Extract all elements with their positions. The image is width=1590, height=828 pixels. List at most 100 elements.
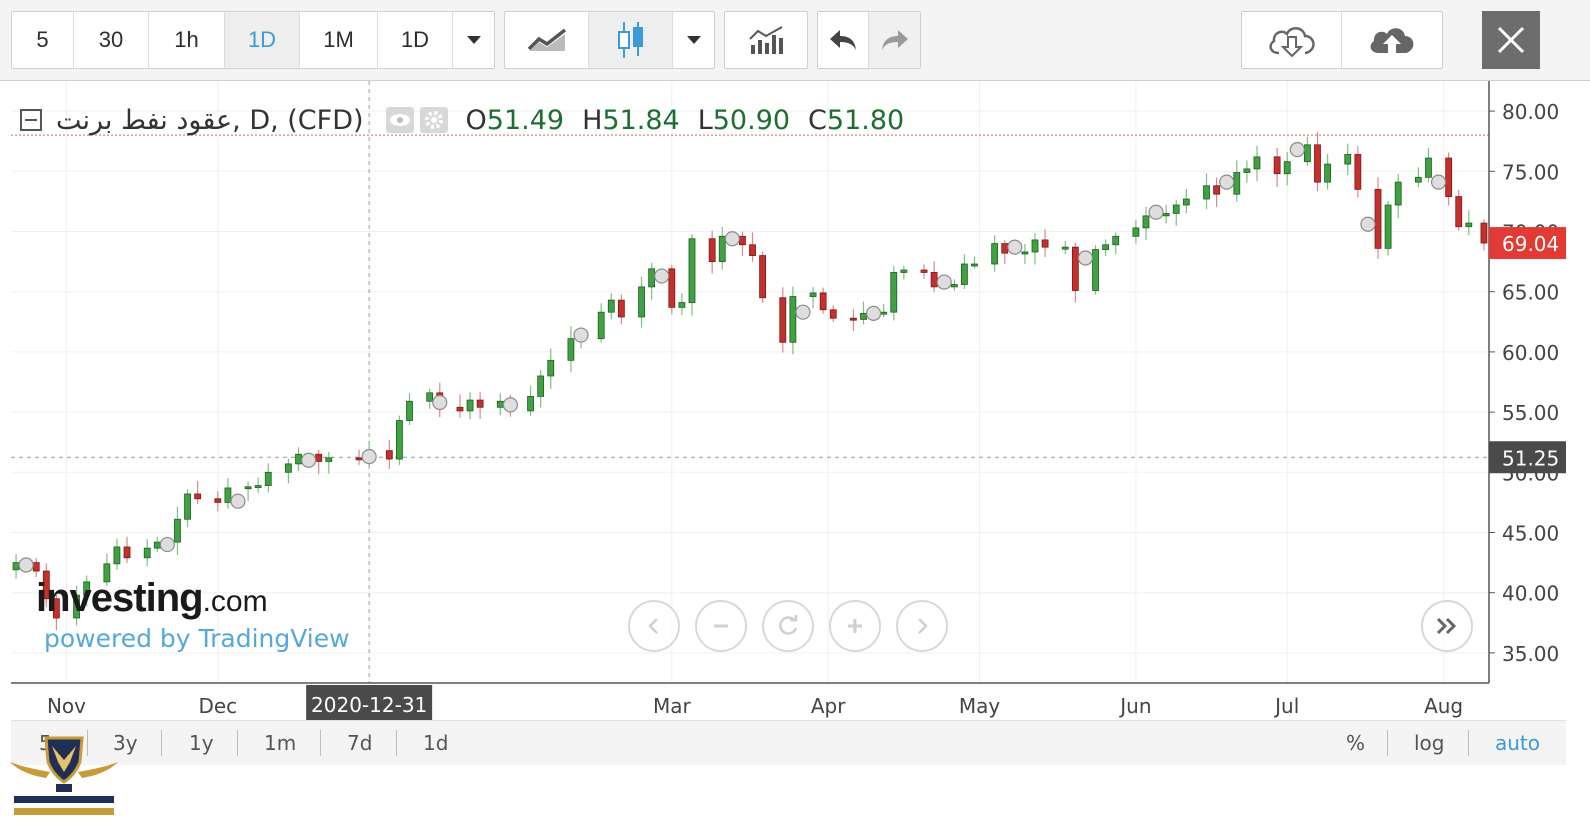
candle-body <box>688 238 696 303</box>
candle-body <box>12 562 20 571</box>
event-marker <box>18 557 34 573</box>
save-chart-button[interactable] <box>1342 12 1442 68</box>
range-1y-button[interactable]: 1y <box>189 731 214 755</box>
candle-body <box>991 243 999 265</box>
candle-body <box>1071 246 1079 291</box>
percent-scale-button[interactable]: % <box>1346 731 1366 755</box>
candle-body <box>496 400 504 408</box>
candle-body <box>950 284 958 288</box>
interval-dropdown-button[interactable] <box>453 12 494 68</box>
candle-body <box>456 406 464 412</box>
time-tick-label: Aug <box>1424 694 1463 718</box>
candle-body <box>607 299 615 313</box>
interval-1m-button[interactable]: 1M <box>300 12 378 68</box>
candle-body <box>385 450 393 460</box>
candle-body <box>1465 222 1473 228</box>
eye-icon[interactable] <box>385 107 414 133</box>
range-1m-button[interactable]: 1m <box>264 731 297 755</box>
crosshair-price-badge <box>1489 441 1566 474</box>
auto-scale-button[interactable]: auto <box>1495 731 1541 755</box>
candle-body <box>1283 161 1291 175</box>
interval-1d-button[interactable]: 1D <box>225 12 300 68</box>
candle-body <box>829 309 837 319</box>
load-chart-button[interactable] <box>1242 12 1342 68</box>
candle-body <box>1172 204 1180 214</box>
watermark-suffix: .com <box>202 585 268 618</box>
price-axis-background <box>1489 81 1566 721</box>
line-chart-button[interactable] <box>505 12 589 68</box>
low-value: 50.90 <box>712 104 791 136</box>
event-marker <box>1077 250 1094 266</box>
candle-body <box>32 562 40 572</box>
candle-body <box>1061 246 1069 250</box>
reset-zoom-button[interactable] <box>762 600 814 652</box>
candlestick-button[interactable] <box>589 12 673 68</box>
log-scale-button[interactable]: log <box>1414 731 1445 755</box>
chart-type-dropdown-button[interactable] <box>673 12 714 68</box>
range-3y-button[interactable]: 3y <box>113 731 138 755</box>
candle-body <box>1243 168 1251 173</box>
candle-body <box>466 399 474 412</box>
candle-body <box>1162 213 1170 217</box>
candle-body <box>779 297 787 343</box>
zoom-in-button[interactable] <box>829 600 881 652</box>
candle-body <box>83 581 91 596</box>
range-7d-button[interactable]: 7d <box>347 731 373 755</box>
last-price-badge <box>1489 227 1566 260</box>
chevron-down-icon <box>686 36 701 44</box>
scroll-left-button[interactable] <box>628 600 680 652</box>
interval-1d-alt-button[interactable]: 1D <box>378 12 453 68</box>
close-button[interactable] <box>1482 11 1540 69</box>
cloud-download-icon <box>1268 27 1315 57</box>
candle-body <box>325 457 333 462</box>
scroll-right-button[interactable] <box>896 600 948 652</box>
candle-body <box>42 570 50 600</box>
candle-body <box>617 299 625 318</box>
candle-body <box>153 541 161 549</box>
powered-by-tradingview[interactable]: powered by TradingView <box>44 624 350 653</box>
zoom-out-button[interactable] <box>695 600 747 652</box>
candle-body <box>73 594 80 619</box>
price-tick-label: 45.00 <box>1502 522 1559 546</box>
candle-body <box>850 317 857 321</box>
candle-body <box>1253 156 1261 170</box>
dropdown-arrow-icon <box>466 36 481 44</box>
symbol-title: عقود نفط برنت, D, (CFD) <box>56 104 364 136</box>
range-bar: 5 3y 1y 1m 7d 1d % log auto <box>11 720 1566 765</box>
event-marker <box>936 274 952 290</box>
gear-icon[interactable] <box>419 107 448 133</box>
time-tick-label: Jun <box>1118 694 1151 718</box>
indicators-button[interactable] <box>725 12 807 68</box>
event-marker <box>1289 142 1305 158</box>
interval-1h-button[interactable]: 1h <box>149 12 225 68</box>
candle-body <box>1041 239 1049 248</box>
redo-button[interactable] <box>869 12 920 68</box>
candle-body <box>537 375 545 397</box>
candle-body <box>1092 249 1099 291</box>
interval-5-button[interactable]: 5 <box>12 12 74 68</box>
event-marker <box>502 397 518 413</box>
candle-body <box>718 235 726 262</box>
undo-button[interactable] <box>818 12 869 68</box>
collapse-legend-icon[interactable] <box>20 109 42 131</box>
candle-body <box>476 399 484 408</box>
candle-body <box>52 598 60 619</box>
candle-body <box>1203 185 1210 200</box>
event-marker <box>654 268 670 284</box>
candle-body <box>900 269 908 273</box>
event-marker <box>795 304 811 320</box>
candle-body <box>113 546 121 565</box>
line-chart-icon <box>527 28 566 51</box>
candle-body <box>1480 222 1488 244</box>
scroll-to-latest-button[interactable] <box>1421 600 1473 652</box>
time-tick-label: Mar <box>653 694 692 718</box>
time-tick-label: Apr <box>811 694 846 718</box>
candle-body <box>174 518 181 543</box>
range-1d-button[interactable]: 1d <box>423 731 449 755</box>
chevron-right-icon <box>918 618 928 634</box>
indicators-icon <box>749 26 783 54</box>
double-chevron-right-icon <box>1436 617 1457 635</box>
interval-30-button[interactable]: 30 <box>74 12 149 68</box>
cloud-group <box>1241 11 1443 69</box>
